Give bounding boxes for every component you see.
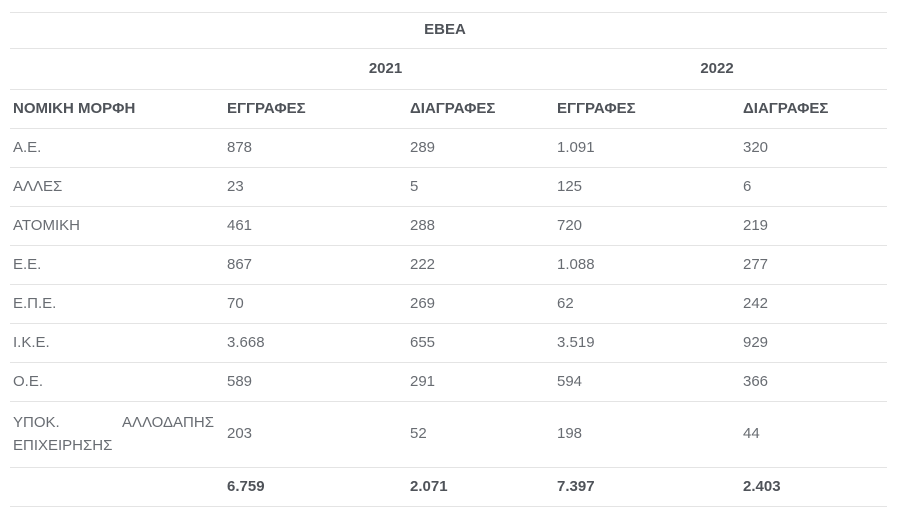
table-row-atomiki: ΑΤΟΜΙΚΗ 461 288 720 219 [10,206,887,246]
cell: 222 [407,245,554,285]
cell: 929 [740,323,887,363]
cell: 288 [407,206,554,246]
year-header-row: 2021 2022 [10,48,887,90]
cell: 594 [554,362,740,402]
cell: 1.091 [554,128,740,168]
column-header-registrations-2022: ΕΓΓΡΑΦΕΣ [554,89,740,129]
cell: 6 [740,167,887,207]
row-label: ΑΤΟΜΙΚΗ [10,206,224,246]
row-label: Α.Ε. [10,128,224,168]
row-label: Ε.Ε. [10,245,224,285]
totals-row: 6.759 2.071 7.397 2.403 [10,467,887,507]
column-header-legal-form: ΝΟΜΙΚΗ ΜΟΡΦΗ [10,89,224,129]
cell: 125 [554,167,740,207]
year-header-2021: 2021 [224,48,554,90]
row-label: ΥΠΟΚ. ΑΛΛΟΔΑΠΗΣ ΕΠΙΧΕΙΡΗΣΗΣ [10,401,224,468]
table-title: ΕΒΕΑ [10,12,887,49]
cell: 277 [740,245,887,285]
total-cell: 6.759 [224,467,407,507]
column-header-registrations-2021: ΕΓΓΡΑΦΕΣ [224,89,407,129]
table-row-ike: Ι.Κ.Ε. 3.668 655 3.519 929 [10,323,887,363]
cell: 44 [740,401,887,468]
cell: 320 [740,128,887,168]
total-cell: 2.071 [407,467,554,507]
total-cell: 7.397 [554,467,740,507]
table-row-ae: Α.Ε. 878 289 1.091 320 [10,128,887,168]
cell: 52 [407,401,554,468]
cell: 1.088 [554,245,740,285]
row-label: Ε.Π.Ε. [10,284,224,324]
row-label: ΑΛΛΕΣ [10,167,224,207]
cell: 461 [224,206,407,246]
cell: 878 [224,128,407,168]
cell: 589 [224,362,407,402]
cell: 219 [740,206,887,246]
cell: 5 [407,167,554,207]
cell: 366 [740,362,887,402]
column-header-row: ΝΟΜΙΚΗ ΜΟΡΦΗ ΕΓΓΡΑΦΕΣ ΔΙΑΓΡΑΦΕΣ ΕΓΓΡΑΦΕΣ… [10,89,887,129]
cell: 291 [407,362,554,402]
cell: 720 [554,206,740,246]
total-cell: 2.403 [740,467,887,507]
year-header-2022: 2022 [554,48,887,90]
cell: 203 [224,401,407,468]
row-label: Ο.Ε. [10,362,224,402]
cell: 3.519 [554,323,740,363]
column-header-deletions-2021: ΔΙΑΓΡΑΦΕΣ [407,89,554,129]
empty-cell [10,48,224,90]
table-row-oe: Ο.Ε. 589 291 594 366 [10,362,887,402]
cell: 269 [407,284,554,324]
row-label: Ι.Κ.Ε. [10,323,224,363]
table-row-ee: Ε.Ε. 867 222 1.088 277 [10,245,887,285]
cell: 198 [554,401,740,468]
table-row-ypok-allodapis: ΥΠΟΚ. ΑΛΛΟΔΑΠΗΣ ΕΠΙΧΕΙΡΗΣΗΣ 203 52 198 4… [10,401,887,468]
cell: 289 [407,128,554,168]
cell: 70 [224,284,407,324]
table-row-epe: Ε.Π.Ε. 70 269 62 242 [10,284,887,324]
cell: 23 [224,167,407,207]
empty-cell [10,467,224,507]
cell: 655 [407,323,554,363]
cell: 62 [554,284,740,324]
cell: 3.668 [224,323,407,363]
ebea-table: ΕΒΕΑ 2021 2022 ΝΟΜΙΚΗ ΜΟΡΦΗ ΕΓΓΡΑΦΕΣ ΔΙΑ… [10,12,887,507]
cell: 242 [740,284,887,324]
table-row-alles: ΑΛΛΕΣ 23 5 125 6 [10,167,887,207]
table-title-row: ΕΒΕΑ [10,12,887,49]
cell: 867 [224,245,407,285]
column-header-deletions-2022: ΔΙΑΓΡΑΦΕΣ [740,89,887,129]
